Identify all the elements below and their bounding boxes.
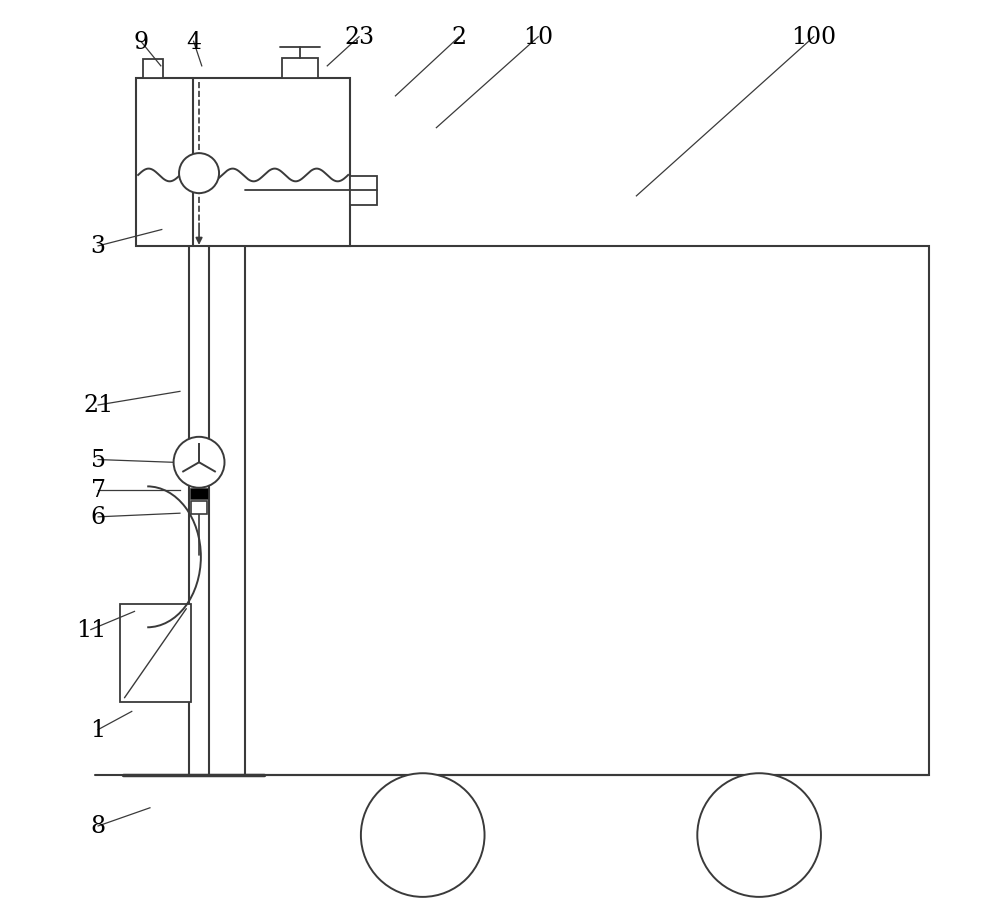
Circle shape [174, 437, 225, 488]
Text: 8: 8 [91, 814, 106, 837]
Text: 3: 3 [91, 235, 106, 258]
Text: 4: 4 [186, 31, 201, 54]
Bar [120, 605, 191, 702]
Text: 10: 10 [523, 26, 553, 49]
Text: 23: 23 [344, 26, 374, 49]
Bar [191, 502, 207, 515]
Circle shape [179, 154, 219, 194]
Bar [143, 60, 163, 78]
Text: 9: 9 [133, 31, 148, 54]
Circle shape [697, 773, 821, 897]
Bar [245, 247, 929, 775]
Text: 11: 11 [76, 619, 106, 641]
Bar [282, 58, 318, 78]
Bar [350, 177, 377, 206]
Text: 1: 1 [91, 718, 106, 742]
Text: 100: 100 [791, 26, 836, 49]
Text: 5: 5 [91, 448, 106, 472]
Circle shape [361, 773, 485, 897]
Text: 21: 21 [83, 394, 113, 417]
Text: 2: 2 [452, 26, 467, 49]
Text: 7: 7 [91, 478, 106, 501]
Bar [136, 78, 350, 247]
Bar [190, 488, 208, 499]
Text: 6: 6 [91, 506, 106, 528]
